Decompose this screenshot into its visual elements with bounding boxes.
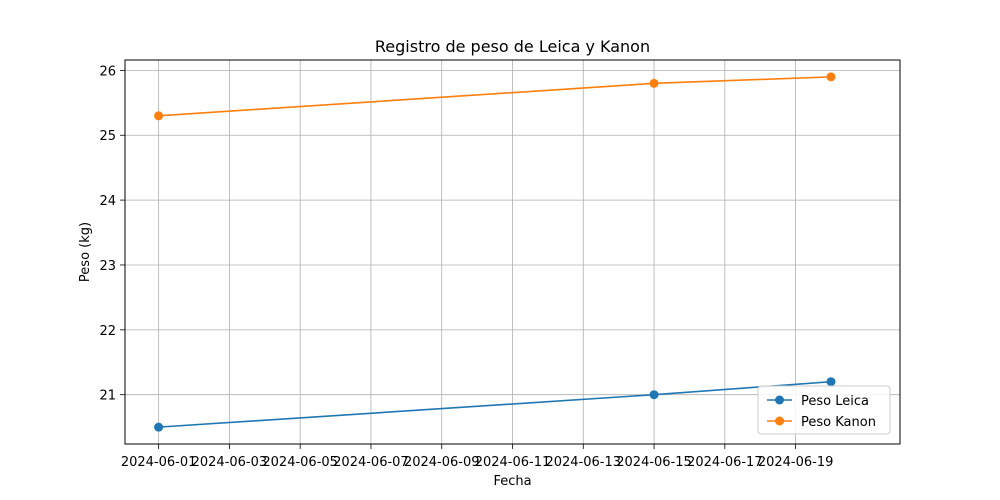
x-tick-label: 2024-06-13 [545, 455, 621, 470]
legend-marker-peso-leica [775, 395, 784, 405]
x-axis-label: Fecha [493, 474, 531, 489]
data-point-peso-leica [649, 390, 659, 400]
x-tick-label: 2024-06-05 [262, 455, 338, 470]
x-tick-label: 2024-06-03 [192, 455, 268, 470]
legend-marker-peso-kanon [775, 416, 784, 426]
legend-label-peso-leica: Peso Leica [801, 394, 869, 409]
series-line-peso-leica [158, 380, 832, 428]
y-tick-label: 23 [99, 259, 116, 274]
y-tick-label: 25 [99, 129, 116, 144]
x-tick-label: 2024-06-09 [404, 455, 480, 470]
data-point-peso-leica [826, 377, 836, 387]
x-tick-label: 2024-06-15 [616, 455, 692, 470]
grid [125, 60, 900, 444]
y-tick-label: 22 [99, 324, 116, 339]
series-line-peso-kanon [158, 76, 832, 117]
y-tick-label: 26 [99, 64, 116, 79]
legend-label-peso-kanon: Peso Kanon [801, 415, 876, 430]
x-tick-label: 2024-06-19 [758, 455, 834, 470]
x-tick-label: 2024-06-17 [687, 455, 763, 470]
y-tick-label: 21 [99, 389, 116, 404]
legend-box [757, 385, 891, 435]
axis-ticks: 2024-06-012024-06-032024-06-052024-06-07… [99, 64, 833, 470]
data-point-peso-leica [154, 422, 164, 432]
y-axis-label: Peso (kg) [78, 222, 93, 282]
y-tick-label: 24 [99, 194, 116, 209]
data-point-peso-kanon [649, 78, 659, 88]
data-point-peso-kanon [826, 72, 836, 82]
legend: Peso Leica Peso Kanon [757, 385, 891, 435]
x-tick-label: 2024-06-01 [121, 455, 197, 470]
x-tick-label: 2024-06-11 [475, 455, 551, 470]
x-tick-label: 2024-06-07 [333, 455, 409, 470]
series-layer [154, 72, 836, 432]
data-point-peso-kanon [154, 111, 164, 121]
chart-title: Registro de peso de Leica y Kanon [375, 37, 650, 56]
